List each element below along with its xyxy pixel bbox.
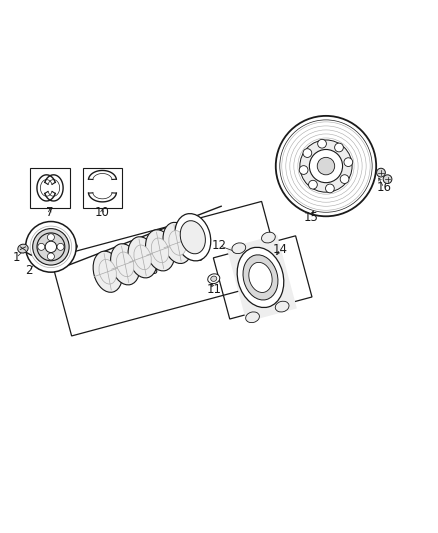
Ellipse shape [237,247,284,308]
Ellipse shape [152,238,169,263]
Ellipse shape [33,229,69,265]
Ellipse shape [383,175,392,183]
Ellipse shape [211,276,217,281]
Ellipse shape [309,180,317,189]
Text: 13: 13 [263,260,278,273]
Text: 11: 11 [206,282,221,296]
Text: 15: 15 [304,211,319,224]
Ellipse shape [110,244,140,285]
Ellipse shape [30,226,72,268]
Ellipse shape [303,149,312,157]
Ellipse shape [275,301,289,312]
Ellipse shape [377,168,385,177]
Ellipse shape [180,221,205,254]
Ellipse shape [280,120,372,212]
Ellipse shape [175,214,211,261]
Ellipse shape [47,234,54,241]
Ellipse shape [243,255,278,300]
Ellipse shape [163,222,192,263]
Ellipse shape [134,245,151,270]
Ellipse shape [93,251,122,292]
Text: 4: 4 [97,251,105,264]
Ellipse shape [340,175,349,183]
Ellipse shape [25,222,76,272]
FancyBboxPatch shape [227,235,297,322]
Ellipse shape [325,184,334,193]
Text: 16: 16 [377,181,392,195]
Ellipse shape [299,166,308,174]
Ellipse shape [45,241,57,253]
Bar [83,168,122,207]
Ellipse shape [208,274,220,284]
Ellipse shape [18,244,28,253]
Text: 1: 1 [12,251,20,264]
Ellipse shape [128,237,157,278]
Bar [30,168,70,207]
Text: 10: 10 [95,206,110,219]
Ellipse shape [99,260,117,284]
Ellipse shape [62,243,78,253]
Ellipse shape [37,233,65,261]
Ellipse shape [317,157,335,175]
Text: 12: 12 [212,239,226,252]
Ellipse shape [57,244,64,251]
Ellipse shape [38,244,45,251]
Text: 5: 5 [150,264,157,277]
Ellipse shape [300,140,352,192]
Ellipse shape [232,243,246,254]
Ellipse shape [276,116,376,216]
Ellipse shape [261,232,276,243]
Ellipse shape [335,143,343,152]
Ellipse shape [145,230,175,271]
Text: 14: 14 [272,243,288,255]
Text: 6: 6 [196,251,203,264]
Ellipse shape [249,262,272,293]
Ellipse shape [117,252,134,277]
Ellipse shape [47,253,54,260]
Ellipse shape [309,149,343,183]
Text: 2: 2 [25,264,33,277]
Ellipse shape [246,312,259,322]
Ellipse shape [169,231,186,255]
Ellipse shape [344,158,353,166]
Ellipse shape [318,139,326,148]
Text: 3: 3 [58,251,66,264]
Text: 7: 7 [46,206,53,219]
